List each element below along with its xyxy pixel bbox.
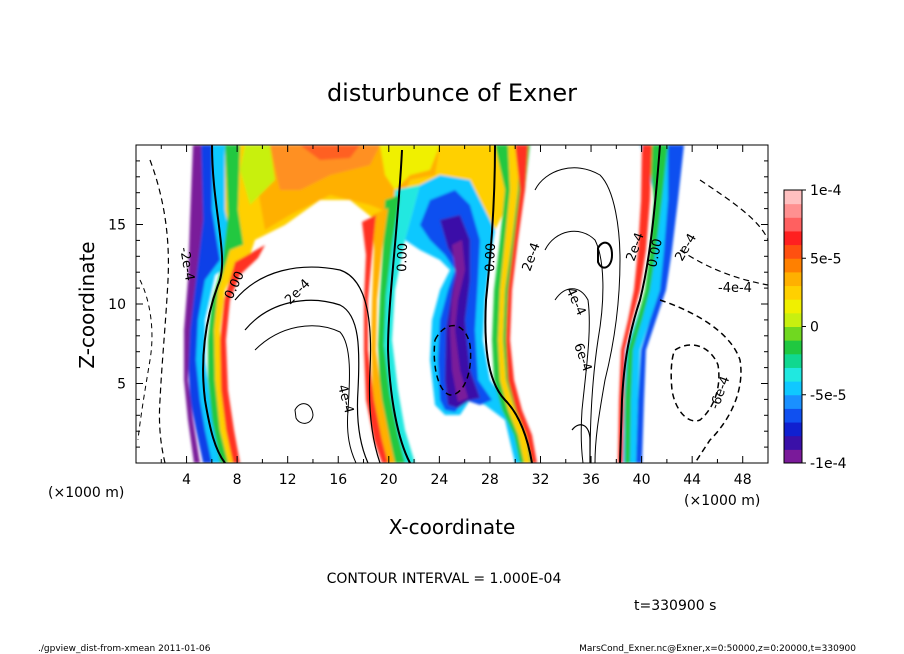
- contour-label: 0.00: [483, 243, 499, 272]
- plot-area: -2e-4 0.00 2e-4 0.00 0.00 2e-4 4e-4 6e-4…: [136, 145, 768, 463]
- y-axis: 5 10 15: [108, 160, 768, 448]
- y-axis-label: Z-coordinate: [75, 241, 99, 368]
- colorbar-tick-label: 5e-5: [810, 251, 841, 267]
- colorbar-swatch: [784, 326, 802, 341]
- colorbar-swatch: [784, 408, 802, 423]
- colorbar-swatch: [784, 340, 802, 355]
- colorbar-swatch: [784, 244, 802, 259]
- colorbar-swatch: [784, 353, 802, 368]
- colorbar-swatch: [784, 381, 802, 396]
- colorbar-swatch: [784, 299, 802, 314]
- x-tick-label: 48: [734, 472, 752, 488]
- y-tick-label: 10: [108, 297, 126, 313]
- colorbar-swatch: [784, 217, 802, 232]
- x-tick-label: 44: [683, 472, 701, 488]
- colorbar: 1e-4 5e-5 0 -5e-5 -1e-4: [783, 183, 847, 472]
- colorbar-swatch: [784, 258, 802, 273]
- x-tick-label: 16: [329, 472, 347, 488]
- colorbar-tick-label: -5e-5: [810, 388, 847, 404]
- contour-label: -2e-4: [176, 246, 197, 282]
- colorbar-tick-label: 1e-4: [810, 183, 842, 199]
- colorbar-swatch: [784, 367, 802, 382]
- x-tick-label: 36: [582, 472, 600, 488]
- contour-label: 4e-4: [334, 383, 356, 415]
- footer-left: ./gpview_dist-from-xmean 2011-01-06: [38, 644, 211, 654]
- y-tick-label: 15: [108, 218, 126, 234]
- contour-interval-label: CONTOUR INTERVAL = 1.000E-04: [327, 571, 562, 587]
- x-tick-label: 4: [182, 472, 191, 488]
- colorbar-tick-label: 0: [810, 320, 819, 336]
- y-units-label: (×1000 m): [48, 485, 124, 501]
- time-label: t=330900 s: [634, 598, 716, 614]
- colorbar-swatch: [784, 271, 802, 287]
- colorbar-swatch: [784, 422, 802, 437]
- contour-label: -4e-4: [718, 281, 752, 296]
- shaded-field: [184, 145, 684, 463]
- contour-label: 0.00: [645, 237, 666, 268]
- colorbar-swatch: [784, 285, 802, 300]
- colorbar-swatch: [784, 449, 802, 464]
- colorbar-tick-label: -1e-4: [810, 456, 847, 472]
- x-tick-label: 24: [430, 472, 448, 488]
- x-tick-label: 40: [633, 472, 651, 488]
- x-tick-label: 28: [481, 472, 499, 488]
- colorbar-swatch: [784, 394, 802, 409]
- footer-right: MarsCond_Exner.nc@Exner,x=0:50000,z=0:20…: [579, 644, 856, 654]
- contour-lines: [137, 145, 768, 463]
- colorbar-swatch: [784, 435, 802, 450]
- x-tick-label: 32: [532, 472, 550, 488]
- y-tick-label: 5: [117, 377, 126, 393]
- x-tick-label: 8: [233, 472, 242, 488]
- colorbar-swatch: [784, 203, 802, 218]
- contour-label: 0.00: [395, 243, 411, 272]
- x-axis-label: X-coordinate: [389, 515, 516, 539]
- x-tick-label: 12: [279, 472, 297, 488]
- colorbar-swatch: [784, 230, 802, 246]
- colorbar-swatch: [784, 190, 802, 205]
- x-tick-label: 20: [380, 472, 398, 488]
- x-units-label: (×1000 m): [684, 493, 760, 509]
- chart-title: disturbunce of Exner: [327, 79, 577, 107]
- x-axis: 4 8 12 16 20 24 28 32 36 40 44 48: [160, 145, 752, 488]
- colorbar-swatch: [784, 312, 802, 327]
